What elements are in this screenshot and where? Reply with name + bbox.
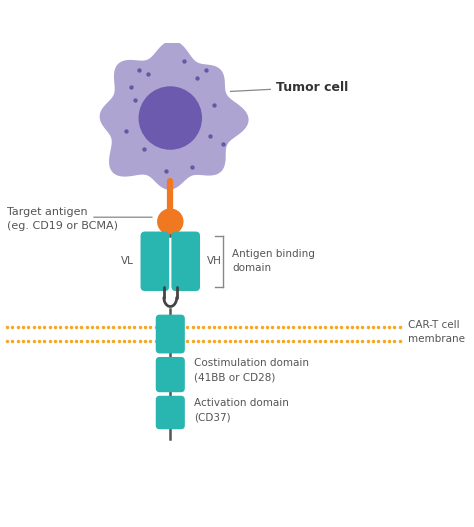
Text: CAR-T cell
membrane: CAR-T cell membrane: [408, 320, 465, 344]
FancyBboxPatch shape: [156, 357, 185, 392]
Circle shape: [138, 86, 202, 150]
FancyBboxPatch shape: [156, 315, 185, 354]
Text: VL: VL: [121, 256, 134, 266]
Text: VH: VH: [207, 256, 221, 266]
Text: Antigen binding
domain: Antigen binding domain: [232, 249, 315, 274]
Polygon shape: [100, 41, 248, 190]
FancyBboxPatch shape: [156, 396, 185, 430]
Circle shape: [157, 208, 183, 235]
Text: Target antigen
(eg. CD19 or BCMA): Target antigen (eg. CD19 or BCMA): [7, 208, 118, 231]
Text: Costimulation domain
(41BB or CD28): Costimulation domain (41BB or CD28): [194, 358, 309, 382]
Text: Activation domain
(CD37): Activation domain (CD37): [194, 398, 289, 422]
FancyBboxPatch shape: [140, 231, 169, 291]
Text: Tumor cell: Tumor cell: [230, 81, 348, 94]
FancyBboxPatch shape: [172, 231, 200, 291]
